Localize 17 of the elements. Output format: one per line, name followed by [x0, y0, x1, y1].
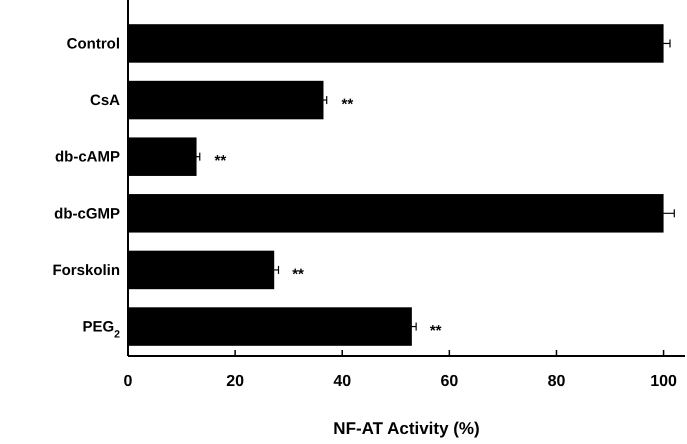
- x-tick-label: 100: [650, 373, 678, 390]
- y-tick-label: db-cGMP: [54, 205, 120, 222]
- y-tick-label: Control: [66, 35, 120, 52]
- y-tick-label: Forskolin: [52, 262, 120, 279]
- x-tick-label: 60: [440, 373, 458, 390]
- x-tick-label: 40: [333, 373, 352, 390]
- y-tick-label: PEG$_{2}$: [82, 318, 120, 341]
- x-tick-label: 0: [124, 373, 133, 390]
- x-tick-label: 80: [548, 373, 566, 390]
- x-axis-title: NF-AT Activity (%): [333, 419, 480, 438]
- annotation: **: [430, 322, 442, 340]
- annotation: **: [214, 152, 226, 170]
- y-tick-label: CsA: [90, 92, 120, 110]
- annotation: **: [292, 266, 304, 283]
- annotation: **: [341, 96, 354, 114]
- x-tick-label: 20: [226, 373, 244, 390]
- y-tick-label: db-cAMP: [55, 148, 120, 166]
